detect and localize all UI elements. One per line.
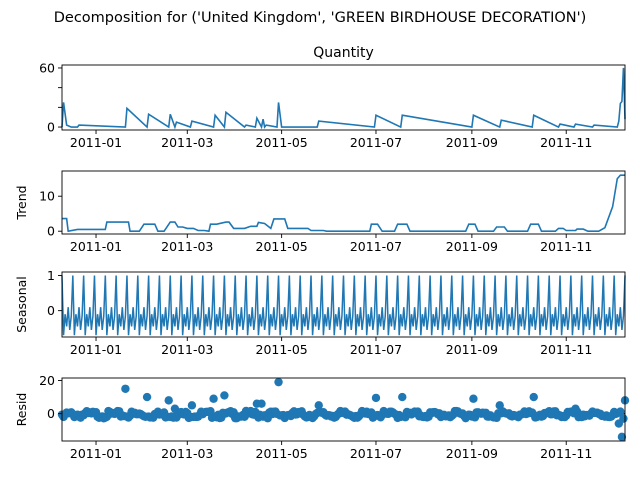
resid-point xyxy=(617,432,627,442)
panel-1: 2011-01 2011-03 2011-05 2011-07 2011-09 2011-… xyxy=(39,45,626,150)
x-tick-label: 2011-03 xyxy=(161,342,213,357)
x-tick-label: 2011-07 xyxy=(350,135,402,150)
resid-point xyxy=(220,391,229,400)
resid-point xyxy=(371,393,381,403)
x-tick-label: 2011-01 xyxy=(70,342,122,357)
resid-point xyxy=(529,392,538,402)
y-tick-label: 0 xyxy=(47,224,55,239)
panel-2: 2011-01 2011-03 2011-05 2011-07 2011-09 2011-… xyxy=(14,170,626,254)
resid-point xyxy=(314,401,323,410)
x-tick-label: 2011-03 xyxy=(161,446,213,461)
panel-frame xyxy=(61,377,626,442)
x-tick-label: 2011-01 xyxy=(70,239,122,254)
resid-point xyxy=(469,394,478,403)
x-tick-label: 2011-09 xyxy=(446,446,498,461)
resid-point xyxy=(164,396,173,405)
figure-suptitle: Decomposition for ('United Kingdom', 'GR… xyxy=(54,10,587,26)
x-tick-label: 2011-09 xyxy=(446,239,498,254)
x-tick-label: 2011-09 xyxy=(446,342,498,357)
y-tick-label: 0 xyxy=(47,120,55,135)
y-tick-label: 1 xyxy=(47,268,55,283)
panel-frame xyxy=(61,271,626,338)
resid-point xyxy=(187,401,197,410)
y-tick-label: 60 xyxy=(39,60,55,75)
x-tick-label: 2011-05 xyxy=(256,446,308,461)
y-axis-label: Trend xyxy=(14,185,29,220)
x-tick-label: 2011-03 xyxy=(161,239,213,254)
x-tick-label: 2011-03 xyxy=(161,135,213,150)
quantity-line xyxy=(61,67,626,130)
panel-frame xyxy=(61,170,626,235)
x-tick-label: 2011-01 xyxy=(70,135,122,150)
x-tick-label: 2011-11 xyxy=(540,239,592,254)
x-tick-label: 2011-01 xyxy=(70,446,122,461)
resid-point xyxy=(257,399,266,408)
trend-line xyxy=(62,174,625,233)
resid-point xyxy=(121,384,130,393)
panel-3: 2011-01 2011-03 2011-05 2011-07 2011-09 2011-… xyxy=(14,268,626,357)
x-tick-label: 2011-11 xyxy=(540,135,592,150)
x-tick-label: 2011-07 xyxy=(350,342,402,357)
resid-point xyxy=(142,392,152,402)
resid-point xyxy=(616,407,625,416)
seasonal-line xyxy=(61,275,626,336)
y-axis-label: Seasonal xyxy=(14,276,29,333)
x-tick-label: 2011-07 xyxy=(350,446,402,461)
resid-point xyxy=(209,394,218,403)
x-tick-label: 2011-09 xyxy=(446,135,498,150)
x-tick-label: 2011-05 xyxy=(256,342,308,357)
y-tick-label: 0 xyxy=(47,303,55,318)
panel-title: Quantity xyxy=(313,45,374,61)
x-tick-label: 2011-07 xyxy=(350,239,402,254)
y-axis-label: Resid xyxy=(14,393,29,427)
y-tick-label: 0 xyxy=(47,406,55,421)
resid-point xyxy=(398,392,407,402)
y-tick-label: 20 xyxy=(39,373,55,388)
resid-point xyxy=(619,414,628,423)
x-tick-label: 2011-05 xyxy=(256,239,308,254)
x-tick-label: 2011-05 xyxy=(256,135,308,150)
panel-4: 2011-01 2011-03 2011-05 2011-07 2011-09 2011-… xyxy=(14,373,630,461)
x-tick-label: 2011-11 xyxy=(540,342,592,357)
resid-point xyxy=(274,377,283,387)
y-tick-label: 10 xyxy=(39,189,55,204)
panel-frame xyxy=(61,64,626,131)
x-tick-label: 2011-11 xyxy=(540,446,592,461)
